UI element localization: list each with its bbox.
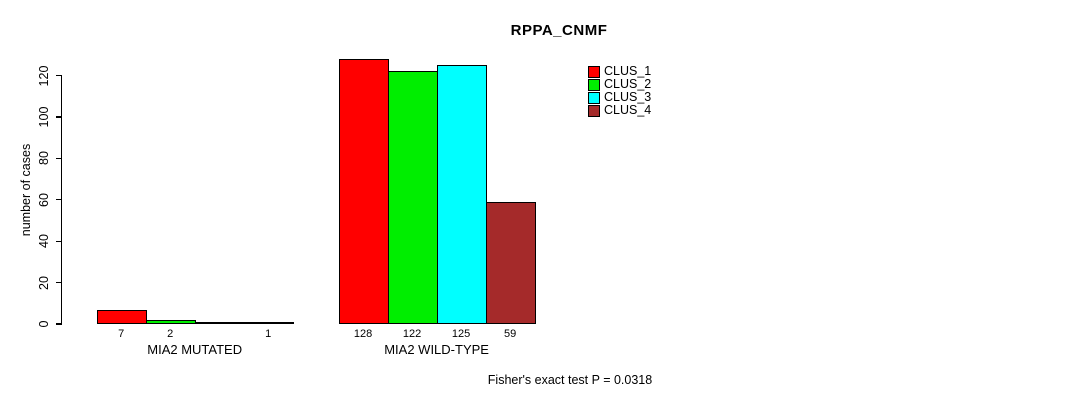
legend-label: CLUS_4 — [604, 103, 652, 117]
legend-item: CLUS_1 — [588, 65, 651, 78]
bar — [338, 59, 389, 324]
y-axis-tick — [56, 75, 62, 77]
y-axis-tick-label: 100 — [37, 106, 51, 128]
bar-value-label: 2 — [167, 328, 174, 340]
bar-value-label: 125 — [451, 328, 471, 340]
y-axis-tick-label: 120 — [37, 65, 51, 87]
zero-height-bar — [194, 322, 245, 324]
y-axis-tick-label: 20 — [37, 275, 51, 290]
y-axis-tick — [56, 240, 62, 242]
bar-value-label: 7 — [118, 328, 125, 340]
y-axis-tick-label: 60 — [37, 192, 51, 207]
bar-value-label: 128 — [353, 328, 373, 340]
y-axis-tick — [56, 157, 62, 159]
bar — [387, 71, 438, 324]
legend-swatch — [588, 65, 600, 78]
y-axis-tick — [56, 199, 62, 201]
bar — [145, 319, 196, 324]
legend-label: CLUS_1 — [604, 64, 652, 78]
y-axis-tick — [56, 116, 62, 118]
legend-label: CLUS_2 — [604, 77, 652, 91]
bar-value-label: 122 — [402, 328, 422, 340]
bar-value-label: 1 — [265, 328, 272, 340]
legend-item: CLUS_3 — [588, 91, 651, 104]
y-axis-tick-label: 40 — [37, 234, 51, 249]
bar — [243, 321, 294, 324]
legend-label: CLUS_3 — [604, 90, 652, 104]
y-axis-tick — [56, 282, 62, 284]
legend-swatch — [588, 78, 600, 91]
bar — [96, 309, 147, 324]
legend-item: CLUS_4 — [588, 104, 651, 117]
group-label: MIA2 WILD-TYPE — [384, 342, 489, 357]
legend-item: CLUS_2 — [588, 78, 651, 91]
p-value-annotation: Fisher's exact test P = 0.0318 — [487, 373, 653, 387]
y-axis-tick-label: 0 — [37, 320, 51, 328]
bar — [436, 65, 487, 324]
legend: CLUS_1 CLUS_2 CLUS_3 CLUS_4 — [588, 65, 651, 117]
y-axis-tick — [56, 323, 62, 325]
legend-swatch — [588, 91, 600, 104]
bar — [485, 201, 536, 324]
group-label: MIA2 MUTATED — [147, 342, 243, 357]
legend-swatch — [588, 104, 600, 117]
bar-value-label: 59 — [503, 328, 517, 340]
chart-title: RPPA_CNMF — [510, 22, 608, 39]
y-axis-title: number of cases — [19, 143, 33, 237]
y-axis-tick-label: 80 — [37, 151, 51, 166]
